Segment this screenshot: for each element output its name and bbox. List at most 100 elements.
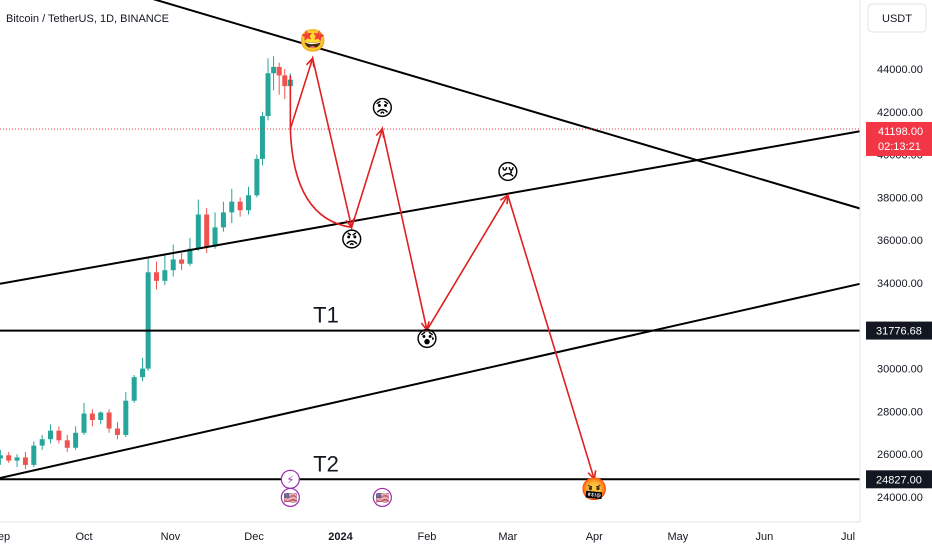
star-struck-face-icon: 🤩 — [299, 28, 326, 54]
angry-face-icon: 😡 — [340, 228, 363, 253]
candle-up — [14, 457, 20, 461]
projection-arrowhead — [587, 470, 597, 482]
lightning-event-marker[interactable]: ⚡ — [280, 469, 300, 489]
candle-up — [145, 272, 151, 369]
x-tick-label: Jun — [755, 531, 773, 543]
candle-up — [131, 377, 137, 401]
candle-down — [64, 440, 70, 448]
y-tick-label: 44000.00 — [877, 64, 923, 76]
candle-down — [237, 201, 243, 211]
level-badge-t1 — [866, 321, 932, 340]
level-badge-value: 31776.68 — [876, 326, 922, 338]
projection-arrowhead — [305, 56, 315, 68]
projection-arrowhead — [345, 218, 355, 230]
candle-down — [282, 75, 288, 87]
level-label-t1: T1 — [313, 303, 339, 328]
x-tick-label: Mar — [498, 531, 517, 543]
projection-arrowhead — [375, 127, 385, 138]
us-flag-event-marker-ring — [280, 487, 300, 508]
candle-up — [254, 158, 260, 196]
worried-face-icon: 😟 — [371, 97, 394, 122]
swearing-face-icon: 🤬 — [581, 476, 608, 502]
currency-button-label: USDT — [882, 13, 912, 25]
x-tick-label: Nov — [161, 531, 181, 543]
trendlines — [0, 0, 861, 480]
x-tick-label: 2024 — [328, 531, 353, 543]
lightning-event-marker-glyph: ⚡ — [286, 473, 294, 486]
candle-up — [187, 248, 193, 264]
x-tick-label: Sep — [0, 531, 10, 543]
y-tick-label: 30000.00 — [877, 364, 923, 376]
candle-up — [246, 195, 252, 211]
trendline-upper-resistance — [152, 0, 861, 210]
crying-face-icon: 😢 — [496, 161, 519, 186]
us-flag-event-marker[interactable]: 🇺🇸 — [280, 487, 300, 508]
candle-up — [162, 270, 168, 281]
candle-up — [212, 227, 218, 247]
level-label-t2: T2 — [313, 451, 339, 476]
price-axis-badges: 41198.00 02:13:21 31776.68 24827.00 — [866, 121, 932, 489]
candle-down — [6, 455, 12, 461]
projection-arrowhead — [499, 193, 509, 205]
candle-up — [0, 455, 3, 459]
candle-down — [22, 457, 28, 465]
y-tick-label: 38000.00 — [877, 192, 923, 204]
y-tick-label: 24000.00 — [877, 492, 923, 504]
x-tick-label: May — [668, 531, 689, 543]
current-price-value: 41198.00 — [878, 126, 923, 138]
x-tick-label: Jul — [841, 531, 855, 543]
candle-up — [195, 214, 201, 249]
candle-down — [89, 413, 95, 420]
y-tick-label: 28000.00 — [877, 406, 923, 418]
us-flag-event-marker-glyph: 🇺🇸 — [283, 491, 297, 504]
candle-down — [106, 412, 112, 429]
candle-up — [265, 73, 271, 117]
time-axis[interactable]: Sep Oct Nov Dec 2024 Feb Mar Apr May Jun Jul — [0, 531, 855, 543]
current-price-badge — [866, 121, 932, 156]
candle-up — [81, 413, 87, 433]
candle-down — [179, 259, 185, 264]
us-flag-event-marker-2-ring — [372, 487, 392, 508]
y-tick-label: 26000.00 — [877, 449, 923, 461]
candle-down — [56, 430, 62, 441]
candle-down — [153, 272, 159, 281]
projection-path — [289, 55, 597, 482]
level-badge-value: 24827.00 — [876, 474, 922, 486]
candle-up — [48, 430, 54, 440]
candle-up — [31, 445, 37, 465]
y-tick-label: 42000.00 — [877, 107, 923, 119]
x-tick-label: Dec — [244, 531, 264, 543]
x-tick-label: Oct — [75, 531, 92, 543]
candle-up — [220, 212, 226, 228]
horizontal-levels: T1 T2 — [0, 128, 860, 481]
cold-sweat-face-icon: 😰 — [415, 328, 438, 353]
candle-up — [229, 201, 235, 213]
projection-arrowhead — [420, 321, 430, 332]
candle-down — [204, 214, 210, 247]
current-price-countdown: 02:13:21 — [878, 141, 921, 153]
candle-down — [114, 428, 120, 435]
trendline-channel-lower — [0, 282, 861, 480]
candle-up — [73, 432, 79, 448]
emoji-markers: 🤩 😡 😟 😢 😰 🤬 — [299, 28, 608, 502]
trendline-channel-upper — [0, 130, 861, 285]
x-tick-label: Apr — [586, 531, 603, 543]
level-badge-t2 — [866, 470, 932, 489]
us-flag-event-marker-2[interactable]: 🇺🇸 — [372, 487, 392, 508]
candle-down — [276, 66, 282, 76]
y-tick-label: 36000.00 — [877, 235, 923, 247]
symbol-title: Bitcoin / TetherUS, 1D, BINANCE — [6, 13, 169, 25]
candle-up — [98, 412, 104, 420]
x-tick-label: Feb — [417, 531, 436, 543]
currency-button[interactable]: USDT — [867, 3, 927, 33]
candle-up — [123, 400, 129, 435]
candle-up — [140, 368, 146, 378]
candle-up — [39, 439, 45, 446]
candle-up — [271, 66, 277, 74]
candle-up — [170, 259, 176, 271]
projection-curve — [289, 128, 352, 229]
candle-up — [259, 116, 265, 159]
event-markers: ⚡ 🇺🇸 🇺🇸 — [280, 469, 392, 508]
